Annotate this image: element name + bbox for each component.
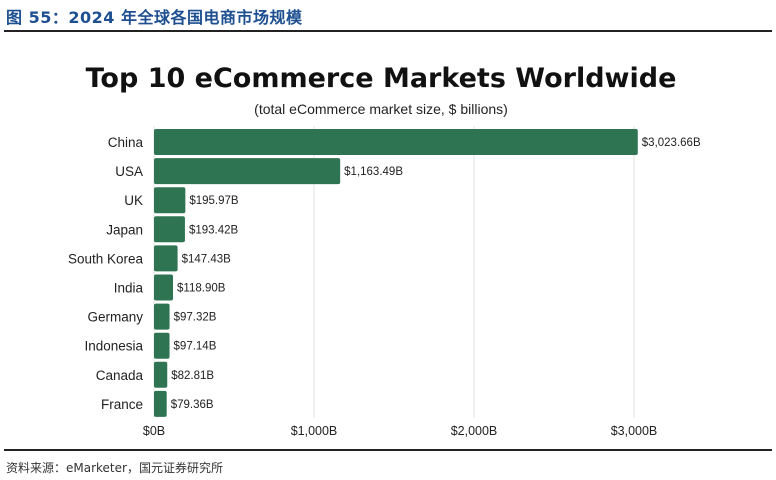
category-label: India [114,281,144,296]
category-label: South Korea [68,251,144,266]
x-axis-ticks: $0B $1,000B $2,000B $3,000B [143,424,657,438]
value-label: $118.90B [177,283,226,295]
top-rule [4,30,772,32]
bars [154,129,638,417]
chart-title: Top 10 eCommerce Markets Worldwide [86,63,677,94]
bottom-rule [4,449,772,451]
bar [154,216,185,243]
value-label: $195.97B [189,195,239,207]
category-label: UK [124,193,143,208]
bar [154,129,638,155]
bar [154,187,186,214]
bar [154,245,178,272]
bar [154,158,341,185]
value-label: $147.43B [182,253,232,265]
category-label: Japan [106,222,143,237]
bar [154,390,167,417]
value-label: $193.42B [189,224,239,236]
category-label: Canada [96,368,144,383]
bar-chart: Top 10 eCommerce Markets Worldwide (tota… [68,63,701,438]
x-tick-label: $3,000B [611,424,658,438]
chart-subtitle: (total eCommerce market size, $ billions… [254,101,508,117]
category-label: China [108,135,144,150]
bar [154,274,174,301]
bar [154,332,170,359]
bar [154,303,170,330]
value-label: $1,163.49B [344,166,403,178]
category-label: France [101,397,143,412]
bar [154,361,168,388]
x-tick-label: $0B [143,424,165,438]
x-tick-label: $2,000B [451,424,498,438]
value-label: $97.14B [174,341,217,353]
value-labels: $3,023.66B $1,163.49B $195.97B $193.42B $147… [171,137,701,411]
value-label: $3,023.66B [642,137,701,149]
category-label: Germany [87,310,143,325]
source-note: 资料来源：eMarketer，国元证券研究所 [6,461,223,475]
category-labels: China USA UK Japan South Korea India Germany In… [68,135,144,412]
value-label: $97.32B [174,312,217,324]
value-label: $82.81B [171,370,214,382]
x-tick-label: $1,000B [291,424,338,438]
category-label: USA [115,164,143,179]
category-label: Indonesia [84,339,143,354]
value-label: $79.36B [171,399,214,411]
figure-caption: 图 55：2024 年全球各国电商市场规模 [6,8,303,27]
